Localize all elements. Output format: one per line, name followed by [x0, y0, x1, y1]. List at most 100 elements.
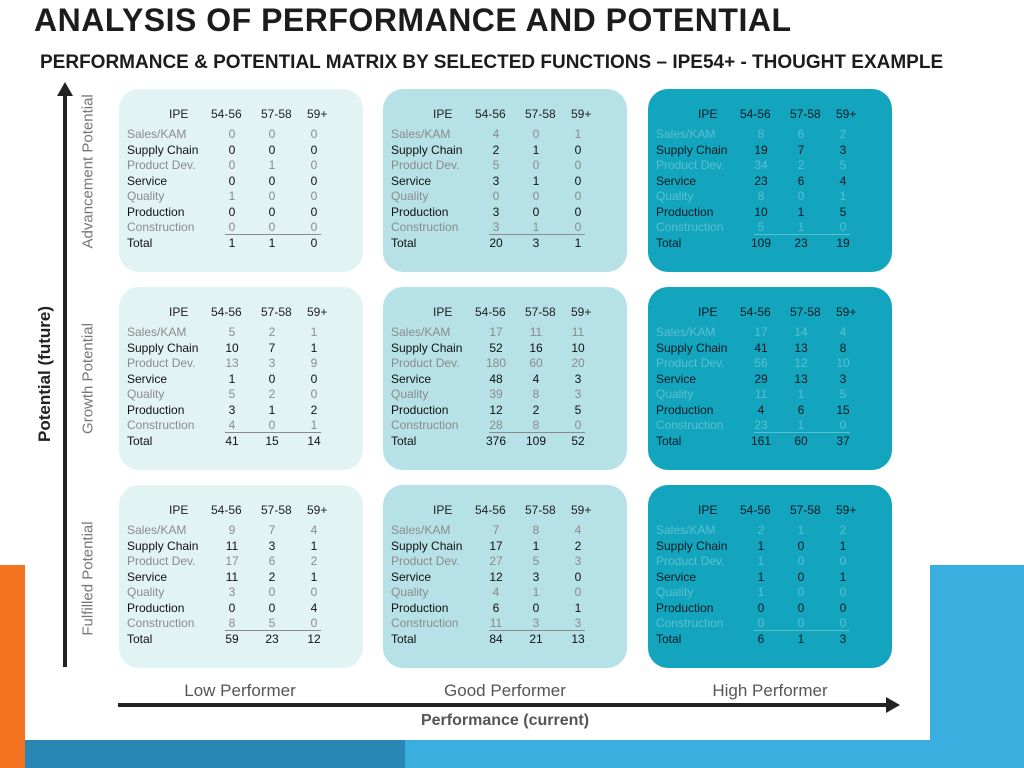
column-label-low: Low Performer	[184, 681, 296, 700]
footer-orange-accent	[0, 565, 25, 768]
table-cell-value: 60	[529, 356, 543, 370]
table-cell-value: 17	[489, 538, 503, 553]
table-cell-value: 4	[839, 325, 847, 339]
table-header: IPE	[698, 305, 718, 319]
table-cell-value: 0	[797, 585, 805, 599]
table-cell-value: 0	[839, 616, 847, 630]
table-cell-value: 48	[489, 371, 503, 386]
table-cell-value: 1	[797, 418, 805, 432]
total-divider-line	[489, 630, 585, 631]
table-cell-value: 4	[492, 585, 500, 599]
table-cell-value: 0	[228, 600, 236, 615]
row-label-fulfilled: Fulfilled Potential	[79, 521, 97, 636]
table-row-label: Product Dev.	[391, 554, 460, 568]
table-row-label: Construction	[127, 418, 195, 432]
table-row-label: Production	[127, 600, 185, 615]
table-cell-value: 3	[492, 220, 500, 234]
table-cell-value: 3	[268, 538, 276, 553]
table-cell-value: 1	[310, 418, 318, 432]
table-cell-value: 180	[485, 356, 507, 370]
table-cell-value: 0	[797, 538, 805, 553]
table-row-label: Construction	[391, 616, 459, 630]
table-header: 57-58	[261, 503, 292, 517]
table-cell-value: 0	[797, 600, 805, 615]
table-cell-value: 13	[571, 631, 585, 646]
slide-subtitle: PERFORMANCE & POTENTIAL MATRIX BY SELECT…	[40, 52, 944, 73]
table-header: 54-56	[475, 107, 506, 121]
table-cell-value: 29	[754, 371, 768, 386]
table-cell-value: 5	[228, 325, 236, 339]
table-header: 59+	[836, 305, 857, 319]
table-cell-value: 0	[574, 189, 582, 203]
table-cell-value: 1	[228, 235, 236, 250]
table-cell-value: 1	[797, 220, 805, 234]
table-row-label: Service	[391, 173, 432, 188]
table-row-label: Construction	[656, 616, 724, 630]
table-cell-value: 2	[492, 142, 500, 157]
table-row-label: Product Dev.	[656, 356, 725, 370]
table-cell-value: 3	[492, 204, 500, 219]
table-cell-value: 0	[574, 204, 582, 219]
table-cell-value: 3	[574, 616, 582, 630]
table-cell-value: 1	[839, 569, 847, 584]
table-row-label: Total	[127, 235, 153, 250]
table-cell-value: 9	[228, 523, 236, 537]
total-divider-line	[489, 432, 585, 433]
table-header: 54-56	[475, 305, 506, 319]
table-row-label: Production	[656, 600, 714, 615]
matrix-cell-advancement-good: IPE 54-56 57-58 59+ Sales/KAM 4 0 1 Supply Chain…	[383, 89, 627, 272]
table-cell-value: 0	[310, 371, 318, 386]
table-row-label: Product Dev.	[391, 158, 460, 172]
table-cell-value: 0	[757, 616, 765, 630]
table-cell-value: 19	[836, 235, 850, 250]
table-cell-value: 0	[268, 220, 276, 234]
table-cell-value: 1	[532, 220, 540, 234]
table-cell-value: 0	[268, 127, 276, 141]
table-cell-value: 109	[750, 235, 772, 250]
table-cell-value: 376	[485, 433, 507, 448]
table-cell-value: 20	[489, 235, 503, 250]
table-cell-value: 11	[571, 325, 585, 339]
table-cell-value: 0	[310, 235, 318, 250]
table-cell-value: 4	[310, 600, 318, 615]
column-label-high: High Performer	[712, 681, 828, 700]
table-cell-value: 2	[839, 127, 847, 141]
table-row-label: Product Dev.	[127, 554, 196, 568]
table-row-label: Quality	[127, 387, 165, 401]
row-label-growth: Growth Potential	[79, 323, 97, 434]
table-cell-value: 0	[839, 554, 847, 568]
table-cell-value: 41	[225, 433, 239, 448]
table-row-label: Supply Chain	[656, 538, 728, 553]
table-cell-value: 109	[525, 433, 547, 448]
table-cell-value: 5	[839, 158, 847, 172]
table-cell-value: 11	[529, 325, 543, 339]
table-cell-value: 5	[492, 158, 500, 172]
table-cell-value: 3	[574, 554, 582, 568]
table-row-label: Production	[127, 204, 185, 219]
table-cell-value: 8	[757, 189, 765, 203]
footer-dark-band	[25, 740, 405, 768]
table-row-label: Production	[127, 402, 185, 417]
table-cell-value: 3	[574, 371, 582, 386]
table-cell-value: 1	[532, 173, 540, 188]
table-cell-value: 1	[757, 538, 765, 553]
table-header: IPE	[433, 503, 453, 517]
table-row-label: Supply Chain	[127, 538, 199, 553]
table-cell-value: 0	[310, 220, 318, 234]
table-cell-value: 1	[839, 538, 847, 553]
table-cell-value: 0	[228, 158, 236, 172]
table-cell-value: 39	[489, 387, 503, 401]
table-cell-value: 27	[489, 554, 503, 568]
table-cell-value: 0	[310, 173, 318, 188]
table-header: 54-56	[211, 305, 242, 319]
table-cell-value: 17	[225, 554, 239, 568]
table-header: 59+	[307, 107, 328, 121]
table-cell-value: 9	[310, 356, 318, 370]
table-cell-value: 1	[797, 387, 805, 401]
table-row-label: Sales/KAM	[127, 523, 187, 537]
table-cell-value: 0	[310, 585, 318, 599]
table-row-label: Product Dev.	[391, 356, 460, 370]
table-header: 57-58	[525, 107, 556, 121]
table-cell-value: 6	[797, 173, 805, 188]
table-cell-value: 10	[571, 340, 585, 355]
